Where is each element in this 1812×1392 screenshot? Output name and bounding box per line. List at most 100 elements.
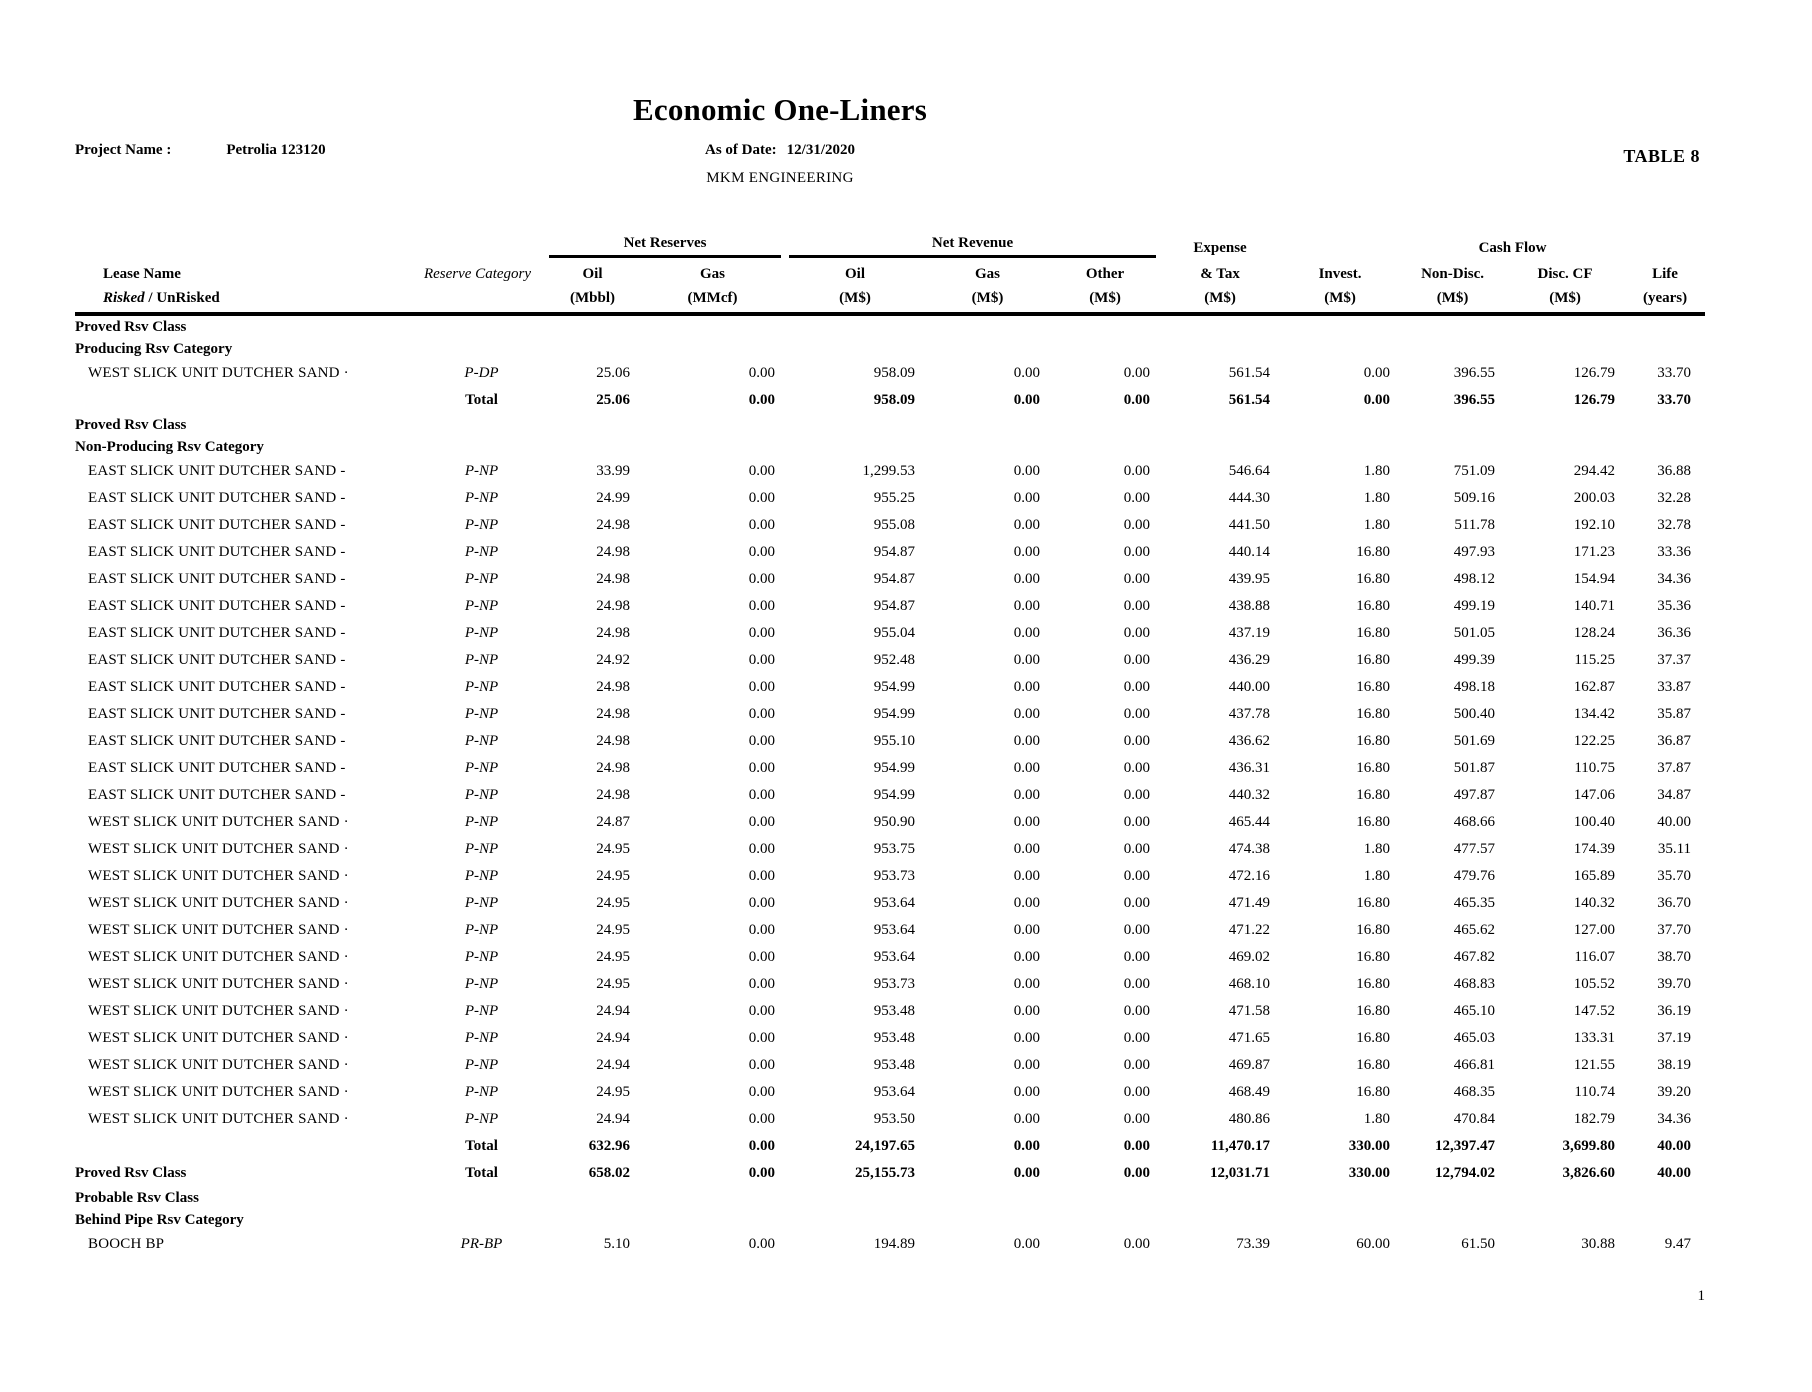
cell-gas-ms: 0.00 (1013, 706, 1040, 723)
lease-name: EAST SLICK UNIT DUTCHER SAND - (88, 733, 346, 750)
col-disc-cf: Disc. CF (1537, 266, 1593, 283)
lease-name: WEST SLICK UNIT DUTCHER SAND · (88, 814, 349, 831)
reserve-category-value: P-NP (464, 1084, 499, 1101)
table-row: WEST SLICK UNIT DUTCHER SAND · P-DP 25.06 0… (75, 360, 1705, 387)
empty-cell (785, 436, 925, 458)
cell-gas-ms: 0.00 (1013, 490, 1040, 507)
table-row: EAST SLICK UNIT DUTCHER SAND - P-NP 24.98 0… (75, 755, 1705, 782)
cell-expense-tax-ms: 437.19 (1228, 625, 1271, 642)
cell-life-years: 36.87 (1657, 733, 1692, 750)
cell-expense-tax-ms: 438.88 (1228, 598, 1271, 615)
lease-name: WEST SLICK UNIT DUTCHER SAND · (88, 1111, 349, 1128)
cell-nondisc-cf-ms: 465.62 (1453, 922, 1496, 939)
empty-cell (75, 1133, 390, 1160)
group-cash-flow: Cash Flow (1478, 240, 1547, 257)
empty-cell (1050, 338, 1160, 360)
col-lease-name: Lease Name (103, 266, 181, 283)
empty-cell (1160, 436, 1280, 458)
cell-invest-ms: 16.80 (1356, 922, 1391, 939)
cell-other-ms: 0.00 (1123, 365, 1151, 382)
empty-cell (1280, 338, 1400, 360)
col-reserves-gas: Gas (699, 266, 725, 283)
table-row: EAST SLICK UNIT DUTCHER SAND - P-NP 24.92 0… (75, 647, 1705, 674)
reserve-category-value: P-NP (464, 976, 499, 993)
header-spacer (390, 284, 545, 316)
empty-cell (1625, 314, 1705, 338)
lease-name: EAST SLICK UNIT DUTCHER SAND - (88, 490, 346, 507)
cell-life-years: 40.00 (1657, 1165, 1692, 1182)
empty-cell (925, 414, 1050, 436)
cell-nondisc-cf-ms: 499.19 (1453, 598, 1496, 615)
cell-nondisc-cf-ms: 499.39 (1453, 652, 1496, 669)
cell-gas-ms: 0.00 (1013, 598, 1040, 615)
project-name-label: Project Name : (75, 142, 172, 158)
empty-cell (925, 436, 1050, 458)
cell-oil-ms: 953.73 (873, 868, 915, 885)
table-row: WEST SLICK UNIT DUTCHER SAND · P-NP 24.95 0… (75, 836, 1705, 863)
col-revenue-gas: Gas (974, 266, 1000, 283)
reserve-category-value: P-NP (464, 679, 499, 696)
cell-gas-ms: 0.00 (1013, 1003, 1040, 1020)
cell-gas-ms: 0.00 (1013, 1111, 1040, 1128)
cell-oil-ms: 953.48 (873, 1030, 915, 1047)
cell-oil-ms: 952.48 (873, 652, 915, 669)
col-expense-line2: & Tax (1200, 266, 1240, 283)
table-row: Total 632.96 0.00 24,197.65 0.00 0.00 11,470.1… (75, 1133, 1705, 1160)
empty-cell (390, 314, 545, 338)
cell-life-years: 36.70 (1657, 895, 1692, 912)
reserve-category-value: P-NP (464, 814, 499, 831)
reserve-category-value: P-NP (464, 490, 499, 507)
cell-other-ms: 0.00 (1123, 1003, 1151, 1020)
cell-other-ms: 0.00 (1123, 1165, 1151, 1182)
cell-oil-ms: 194.89 (873, 1236, 915, 1253)
cell-disc-cf-ms: 110.74 (1574, 1084, 1616, 1101)
cell-oil-ms: 954.99 (873, 679, 915, 696)
cell-nondisc-cf-ms: 477.57 (1453, 841, 1496, 858)
cell-oil-ms: 954.99 (873, 760, 915, 777)
cell-invest-ms: 1.80 (1363, 841, 1391, 858)
empty-cell (925, 338, 1050, 360)
cell-gas-mmcf: 0.00 (748, 392, 775, 409)
cell-gas-ms: 0.00 (1013, 1236, 1040, 1253)
cell-gas-mmcf: 0.00 (748, 652, 775, 669)
cell-nondisc-cf-ms: 465.10 (1453, 1003, 1496, 1020)
cell-nondisc-cf-ms: 497.87 (1453, 787, 1496, 804)
cell-gas-ms: 0.00 (1013, 1138, 1040, 1155)
cell-disc-cf-ms: 116.07 (1574, 949, 1616, 966)
cell-expense-tax-ms: 468.10 (1228, 976, 1271, 993)
cell-oil-mbbl: 24.98 (596, 544, 630, 561)
empty-cell (1505, 414, 1625, 436)
empty-cell (1625, 1209, 1705, 1231)
cell-nondisc-cf-ms: 751.09 (1453, 463, 1496, 480)
cell-disc-cf-ms: 133.31 (1573, 1030, 1616, 1047)
empty-cell (390, 1187, 545, 1209)
cell-other-ms: 0.00 (1123, 1057, 1151, 1074)
lease-name: EAST SLICK UNIT DUTCHER SAND - (88, 463, 346, 480)
lease-name: WEST SLICK UNIT DUTCHER SAND · (88, 922, 349, 939)
reserve-category-value: P-NP (464, 949, 499, 966)
class-header: Proved Rsv Class (75, 416, 187, 433)
cell-life-years: 37.70 (1657, 922, 1692, 939)
cell-life-years: 9.47 (1664, 1236, 1692, 1253)
empty-cell (1505, 1187, 1625, 1209)
cell-disc-cf-ms: 147.52 (1573, 1003, 1616, 1020)
cell-expense-tax-ms: 471.49 (1228, 895, 1271, 912)
table-row: WEST SLICK UNIT DUTCHER SAND · P-NP 24.95 0… (75, 1079, 1705, 1106)
empty-cell (390, 436, 545, 458)
cell-disc-cf-ms: 162.87 (1573, 679, 1616, 696)
empty-cell (545, 314, 640, 338)
cell-nondisc-cf-ms: 501.87 (1453, 760, 1496, 777)
cell-disc-cf-ms: 200.03 (1573, 490, 1616, 507)
cell-nondisc-cf-ms: 498.18 (1453, 679, 1496, 696)
cell-invest-ms: 16.80 (1356, 1030, 1391, 1047)
cell-gas-ms: 0.00 (1013, 625, 1040, 642)
lease-name: WEST SLICK UNIT DUTCHER SAND · (88, 976, 349, 993)
cell-invest-ms: 0.00 (1363, 365, 1391, 382)
table-row: EAST SLICK UNIT DUTCHER SAND - P-NP 24.98 0… (75, 782, 1705, 809)
lease-name: WEST SLICK UNIT DUTCHER SAND · (88, 1030, 349, 1047)
group-net-reserves: Net Reserves (545, 228, 785, 258)
reserve-category-value: P-NP (464, 652, 499, 669)
cell-nondisc-cf-ms: 61.50 (1461, 1236, 1496, 1253)
as-of-date-value: 12/31/2020 (786, 142, 855, 158)
company-name: MKM ENGINEERING (706, 170, 854, 186)
